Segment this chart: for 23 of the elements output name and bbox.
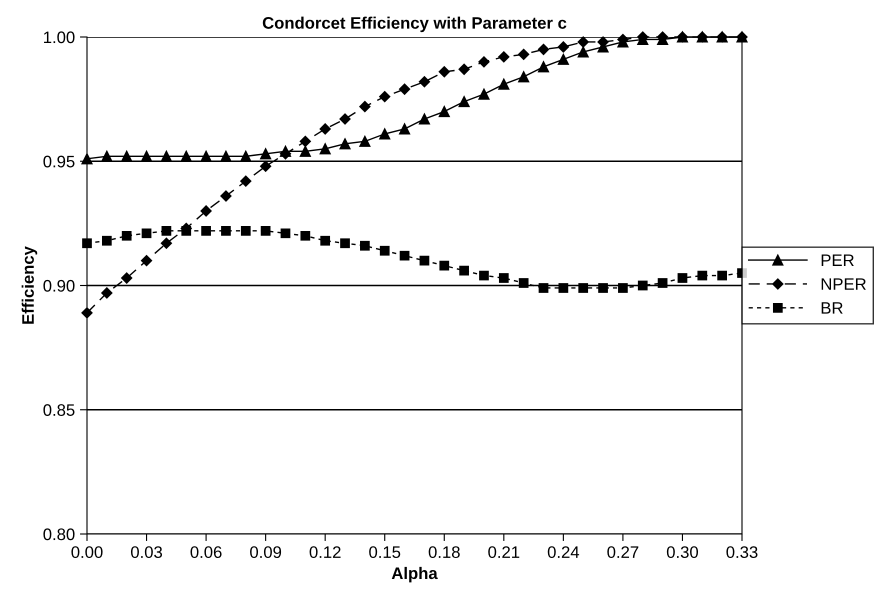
x-tick-label: 0.15 bbox=[369, 546, 400, 558]
y-tick-label: 0.85 bbox=[43, 404, 74, 416]
x-axis-title: Alpha bbox=[392, 566, 438, 582]
legend-label: PER bbox=[822, 254, 854, 266]
x-tick-label: 0.18 bbox=[428, 546, 460, 558]
y-tick-label: 0.80 bbox=[43, 528, 75, 540]
chart-title: Condorcet Efficiency with Parameter c bbox=[262, 16, 566, 32]
x-tick-label: 0.00 bbox=[71, 546, 103, 558]
y-axis-title: Efficiency bbox=[22, 246, 38, 324]
y-tick-label: 0.95 bbox=[43, 156, 74, 168]
x-tick-label: 0.21 bbox=[488, 546, 520, 558]
legend-label: BR bbox=[822, 302, 843, 314]
y-tick-label: 1.00 bbox=[44, 31, 75, 44]
x-tick-label: 0.06 bbox=[190, 546, 222, 558]
x-tick-label: 0.30 bbox=[666, 546, 698, 558]
x-tick-label: 0.09 bbox=[250, 546, 282, 558]
x-tick-label: 0.12 bbox=[310, 546, 341, 558]
x-tick-label: 0.33 bbox=[726, 546, 758, 558]
x-tick-label: 0.24 bbox=[548, 546, 580, 558]
x-tick-label: 0.27 bbox=[607, 546, 638, 558]
x-tick-label: 0.03 bbox=[130, 546, 162, 558]
legend-label: NPER bbox=[822, 278, 866, 290]
y-tick-label: 0.90 bbox=[43, 280, 75, 292]
